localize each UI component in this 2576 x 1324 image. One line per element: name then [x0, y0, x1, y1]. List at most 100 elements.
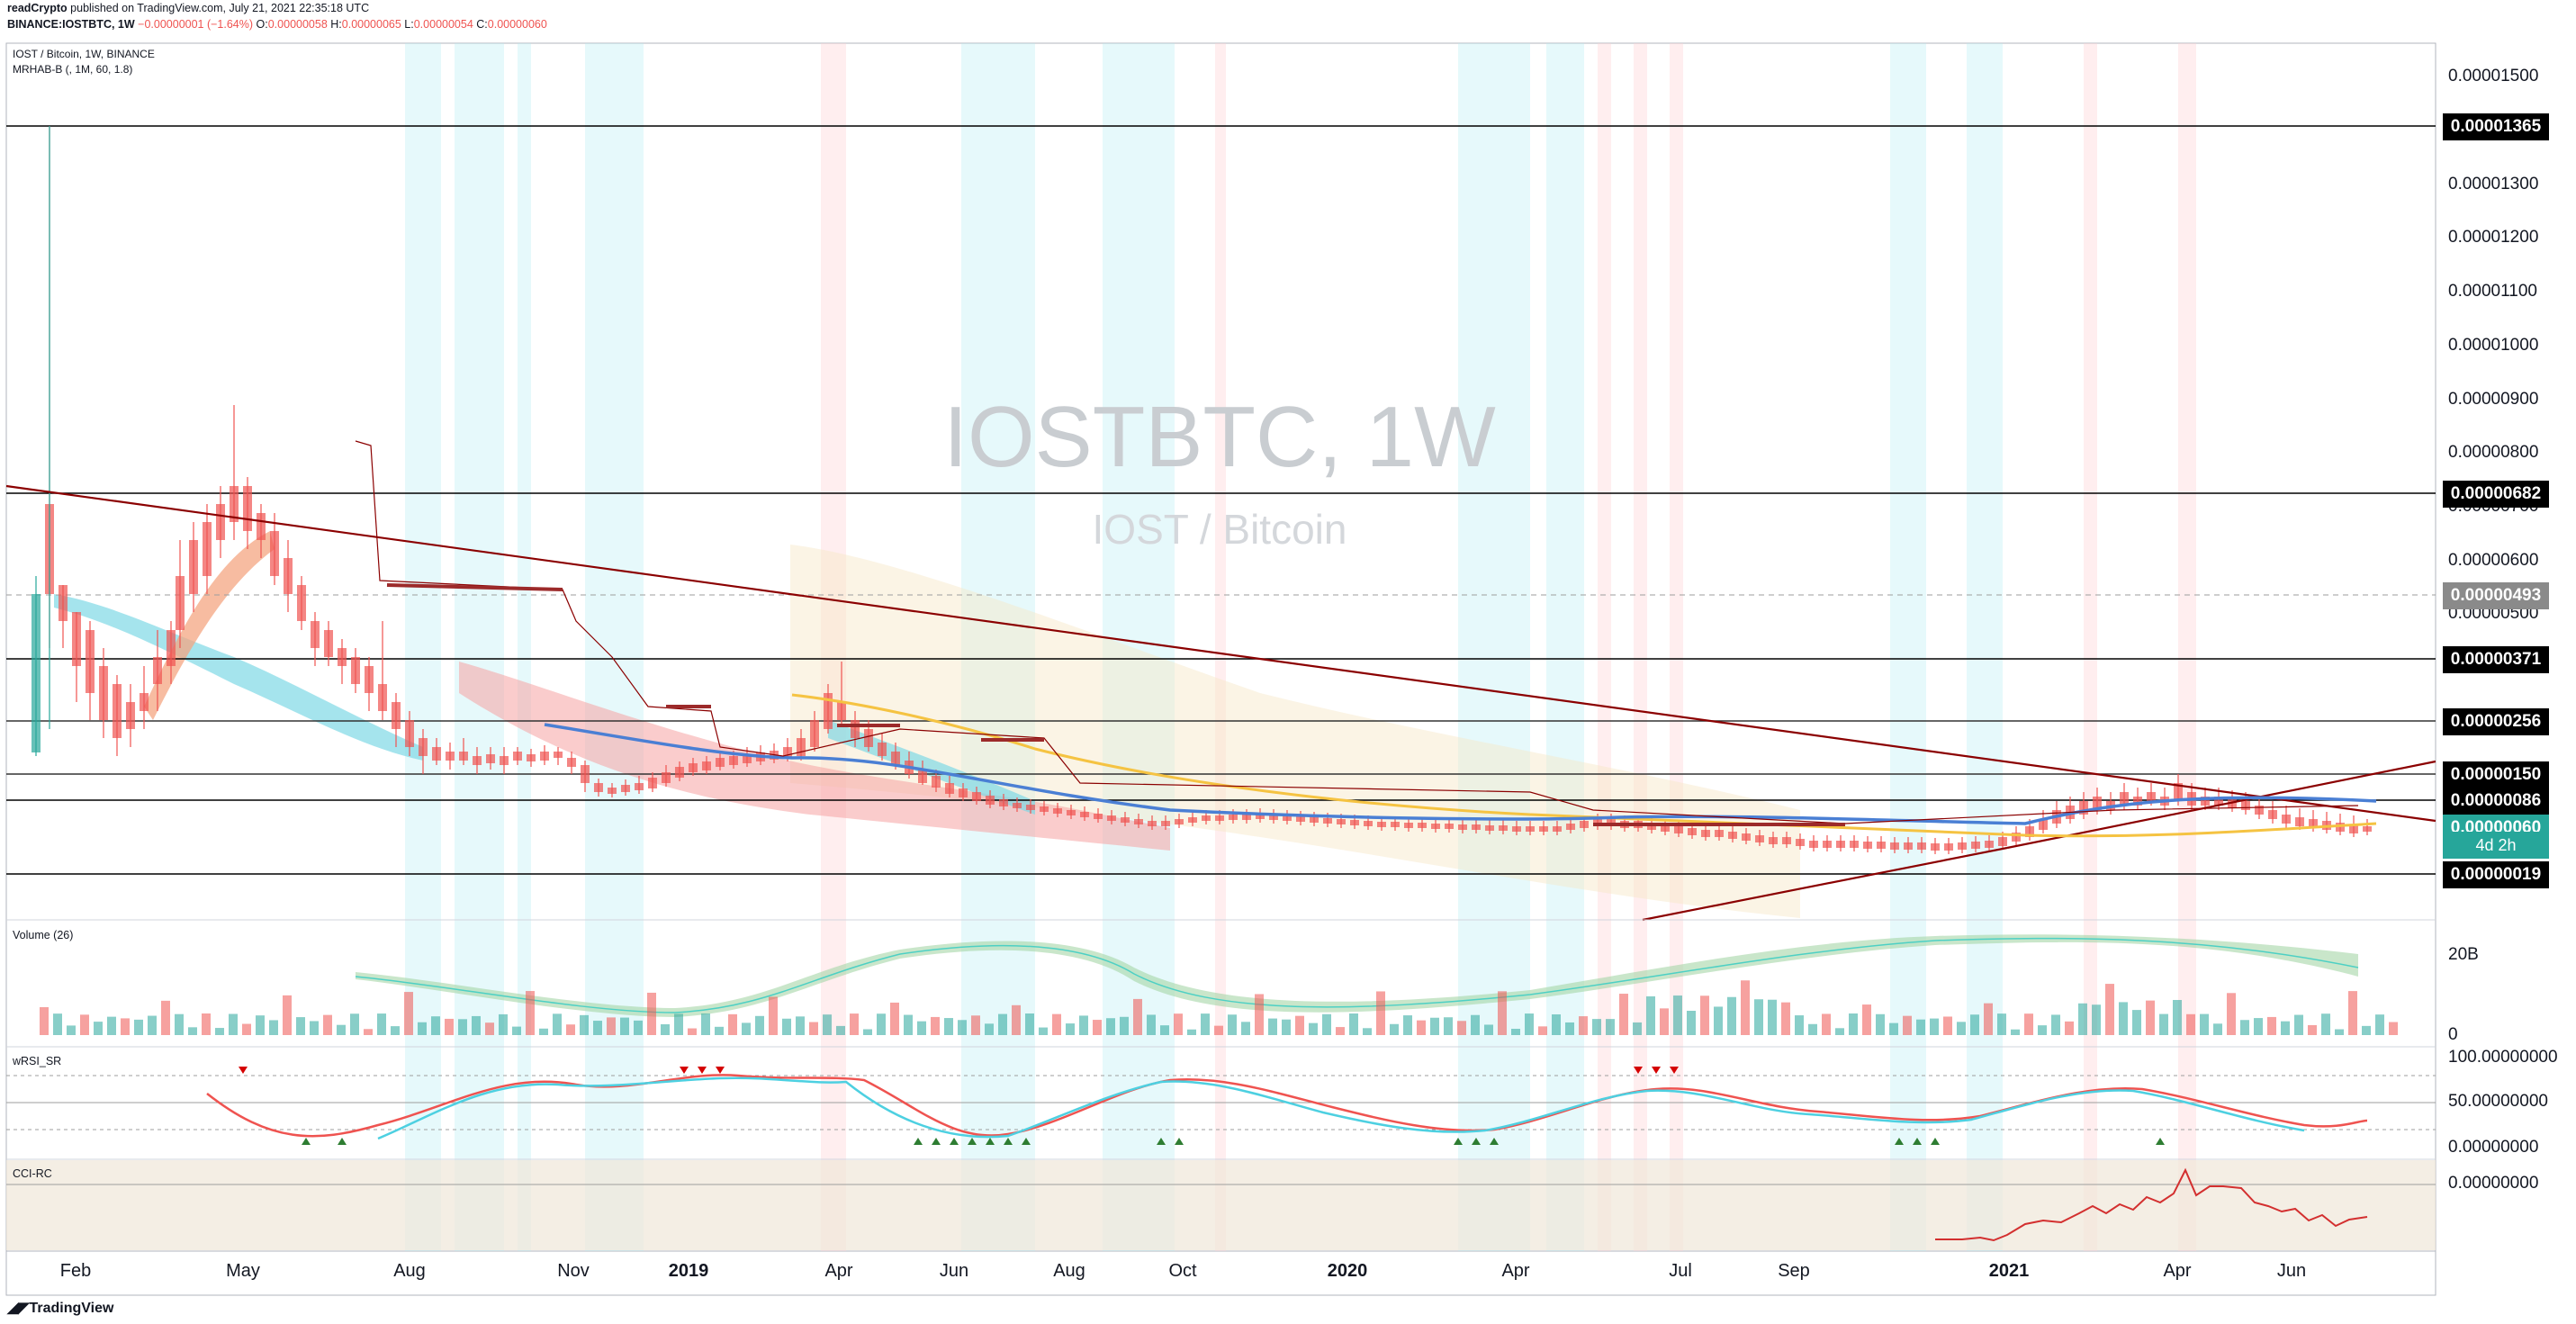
tradingview-footer[interactable]: ◢◤ TradingView	[7, 1299, 113, 1317]
candle-body	[864, 729, 873, 747]
candle-body	[1472, 824, 1481, 830]
candle-body	[1107, 815, 1116, 821]
candle-body	[1566, 824, 1575, 830]
wrsi-cyan-line	[377, 1076, 2305, 1140]
volume-label-20b: 20B	[2448, 945, 2479, 964]
volume-bar	[1363, 1028, 1372, 1035]
cci-panel-title: CCI-RC	[13, 1167, 52, 1180]
price-axis-label: 0.00001500	[2448, 67, 2539, 86]
wrsi-buy-marker	[1175, 1138, 1184, 1145]
volume-bar	[1525, 1013, 1534, 1035]
volume-bar	[2065, 1021, 2074, 1035]
volume-bar	[1403, 1015, 1412, 1035]
candle-body	[1391, 822, 1400, 827]
candle-body	[972, 792, 981, 801]
volume-bar	[2011, 1029, 2020, 1035]
volume-bar	[674, 1013, 683, 1035]
chart-legend-title: IOST / Bitcoin, 1W, BINANCE	[13, 48, 155, 60]
volume-bar	[2173, 1000, 2182, 1035]
volume-bar	[2213, 1023, 2222, 1035]
candle-body	[554, 752, 563, 758]
volume-bar	[1268, 1018, 1277, 1035]
candle-body	[1458, 824, 1467, 830]
volume-bar	[553, 1013, 562, 1035]
candle-body	[797, 738, 806, 756]
candle-body	[1755, 835, 1764, 842]
cci-line	[1935, 1167, 2368, 1242]
candle-body	[432, 747, 441, 761]
volume-bar	[283, 995, 292, 1035]
volume-bar	[877, 1013, 886, 1035]
volume-bar	[1417, 1020, 1426, 1035]
price-axis-label: 0.00000900	[2448, 389, 2539, 409]
volume-bar	[1349, 1013, 1358, 1035]
time-axis-label: May	[226, 1261, 260, 1281]
volume-bar	[688, 1028, 697, 1035]
indicator-bands	[54, 531, 1800, 918]
volume-bar	[40, 1007, 49, 1035]
volume-bar	[1187, 1029, 1196, 1035]
time-axis-label: Jun	[2276, 1261, 2307, 1281]
wrsi-buy-marker	[1157, 1138, 1166, 1145]
candle-body	[167, 630, 176, 666]
volume-bar	[931, 1016, 940, 1035]
time-axis-label: Aug	[1053, 1261, 1085, 1281]
candle-body	[1067, 810, 1076, 815]
cyan-shade	[961, 43, 1035, 1251]
volume-bar	[418, 1022, 427, 1035]
volume-bar	[661, 1024, 670, 1035]
candle-body	[1782, 837, 1791, 844]
volume-bar	[2119, 1002, 2128, 1035]
candle-body	[2120, 792, 2129, 806]
candle-body	[1377, 822, 1386, 827]
candle-body	[1539, 826, 1548, 832]
wrsi-buy-marker	[950, 1138, 959, 1145]
candle-body	[1418, 823, 1427, 828]
candle-body	[99, 666, 108, 720]
volume-bar	[2051, 1014, 2060, 1035]
price-axis-label: 0.00000600	[2448, 550, 2539, 570]
volume-bar	[1619, 994, 1628, 1035]
candle-body	[392, 702, 401, 729]
cyan-shade	[1103, 43, 1175, 1251]
volume-bar	[985, 1023, 994, 1035]
volume-bar	[1835, 1028, 1844, 1035]
volume-bar	[377, 1013, 386, 1035]
symbol-line: BINANCE:IOSTBTC, 1W	[7, 18, 135, 31]
time-axis-label: Jul	[1669, 1261, 1692, 1281]
volume-bar	[593, 1021, 602, 1035]
candle-body	[810, 720, 819, 747]
time-axis-label: 2020	[1327, 1261, 1368, 1281]
candle-body	[230, 486, 239, 522]
watermark-symbol: IOSTBTC, 1W	[943, 389, 1496, 485]
volume-bar	[1039, 1027, 1048, 1035]
volume-bar	[2240, 1020, 2249, 1035]
volume-bar	[1781, 1002, 1790, 1035]
volume-bar	[391, 1026, 400, 1035]
candle-body	[113, 684, 122, 738]
price-tag: 0.00001365	[2443, 113, 2549, 140]
candle-body	[567, 758, 576, 767]
time-axis-label: Feb	[59, 1261, 92, 1281]
candle-body	[1688, 828, 1697, 835]
candle-body	[1053, 808, 1062, 814]
cci-panel	[6, 1160, 2436, 1250]
volume-bar	[580, 1014, 589, 1035]
volume-bar	[1430, 1017, 1439, 1035]
price-axis-label: 0.00000800	[2448, 443, 2539, 463]
volume-bar	[2348, 991, 2357, 1035]
volume-bar	[2335, 1029, 2344, 1035]
candle-body	[891, 752, 900, 765]
volume-bar	[647, 992, 656, 1035]
candle-body	[351, 657, 360, 684]
volume-bar	[728, 1013, 737, 1035]
watermark-name: IOST / Bitcoin	[1093, 506, 1347, 553]
wrsi-buy-marker	[986, 1138, 995, 1145]
volume-bar	[1376, 991, 1385, 1035]
high-label: H:	[330, 18, 342, 31]
candle-body	[1296, 816, 1305, 822]
descending-trendline	[5, 484, 2436, 823]
time-axis-label: Apr	[2163, 1261, 2192, 1281]
